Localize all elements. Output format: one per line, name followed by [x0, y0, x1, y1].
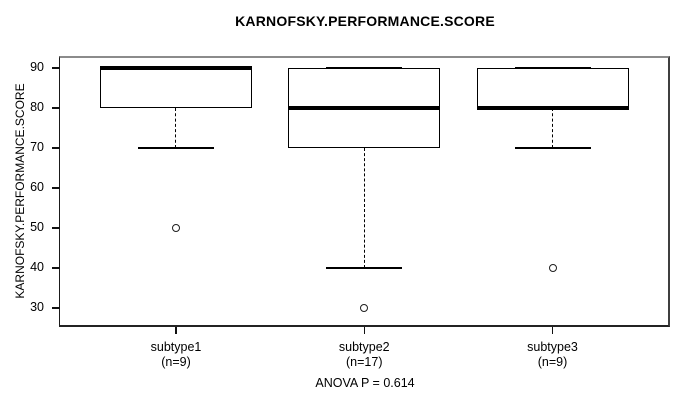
y-axis-tick — [52, 187, 60, 189]
group-name: subtype3 — [527, 340, 578, 354]
group-n-label: (n=9) — [537, 354, 568, 369]
upper-whisker-cap — [326, 67, 403, 69]
group-n-label: (n=17) — [346, 354, 383, 369]
y-axis-tick — [52, 227, 60, 229]
y-axis-tick — [52, 67, 60, 69]
lower-whisker-line — [551, 108, 553, 148]
anova-annotation: ANOVA P = 0.614 — [315, 376, 415, 390]
x-axis-tick — [551, 327, 554, 334]
median-line — [476, 106, 629, 110]
upper-whisker-cap — [514, 67, 591, 69]
lower-whisker-line — [363, 148, 365, 268]
y-axis-tick-label: 70 — [30, 140, 44, 154]
y-axis-tick — [52, 107, 60, 109]
group-name: subtype2 — [338, 340, 390, 354]
y-axis-tick-label: 90 — [30, 60, 44, 74]
outlier-point — [548, 264, 557, 272]
y-axis-tick-label: 80 — [30, 100, 44, 114]
median-line — [100, 66, 252, 70]
iqr-box — [476, 68, 629, 108]
lower-whisker-cap — [326, 267, 403, 269]
iqr-box — [100, 68, 252, 108]
group-n-label: (n=9) — [161, 354, 191, 369]
y-axis-tick-label: 40 — [30, 260, 44, 274]
x-axis-label: subtype3 (n=9) — [473, 340, 633, 369]
y-axis-tick — [52, 267, 60, 269]
outlier-point — [360, 304, 369, 312]
y-axis-tick — [52, 147, 60, 149]
lower-whisker-cap — [514, 147, 591, 149]
x-axis-tick — [363, 327, 365, 334]
y-axis-tick — [52, 307, 60, 309]
y-axis-tick-label: 60 — [30, 180, 44, 194]
outlier-point — [172, 224, 180, 232]
y-axis-tick-label: 50 — [30, 220, 44, 234]
x-axis-tick — [175, 327, 177, 334]
group-name: subtype1 — [150, 340, 202, 354]
lower-whisker-cap — [138, 147, 214, 149]
x-axis-label: subtype2 (n=17) — [284, 340, 444, 369]
chart-title: KARNOFSKY.PERFORMANCE.SCORE — [235, 13, 495, 29]
lower-whisker-line — [175, 108, 177, 148]
x-axis-label: subtype1 (n=9) — [96, 340, 256, 369]
y-axis-tick-label: 30 — [30, 300, 44, 314]
median-line — [288, 106, 441, 110]
